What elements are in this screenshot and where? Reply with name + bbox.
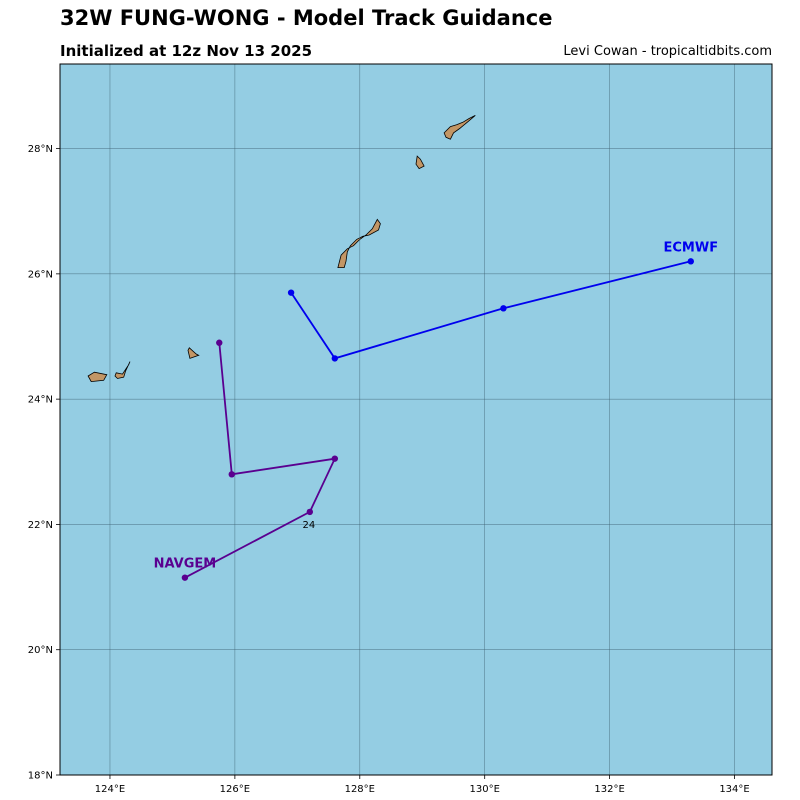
label-layer: ECMWF NAVGEM 24 [154, 240, 718, 571]
island-4 [337, 218, 381, 269]
island-2 [114, 361, 131, 379]
x-tick-label: 126°E [220, 784, 250, 795]
navgem-track-point [228, 471, 235, 478]
navgem-track-point [181, 574, 189, 581]
x-tick-label: 128°E [345, 784, 375, 795]
ecmwf-track-point [500, 305, 507, 312]
ecmwf-track-point [687, 258, 695, 265]
forecast-hour-label: 24 [302, 520, 315, 531]
x-tick-label: 132°E [594, 784, 624, 795]
y-tick-label: 20°N [28, 645, 53, 656]
x-tick-label: 124°E [95, 784, 125, 795]
navgem-label: NAVGEM [154, 557, 217, 572]
island-5 [415, 155, 425, 170]
track-layer [181, 258, 695, 581]
ecmwf-track-point [331, 355, 339, 362]
ocean-background [60, 64, 772, 775]
ecmwf-track-point [287, 289, 295, 296]
axis-ticks: 124°E 126°E 128°E 130°E 132°E 134°E 18°N 20°N 22… [28, 144, 750, 795]
y-tick-label: 26°N [28, 269, 53, 280]
credit-label: Levi Cowan - tropicaltidbits.com [563, 44, 772, 59]
island-6 [443, 115, 476, 140]
island-1 [87, 371, 108, 383]
navgem-track-point [306, 508, 314, 516]
x-tick-label: 134°E [719, 784, 749, 795]
navgem-track-point [216, 339, 223, 346]
plot-frame [59, 63, 773, 776]
init-time-subtitle: Initialized at 12z Nov 13 2025 [60, 42, 313, 60]
island-3 [187, 347, 200, 359]
y-tick-label: 18°N [28, 771, 53, 782]
grid-lines [60, 64, 772, 775]
y-tick-label: 28°N [28, 144, 53, 155]
ecmwf-label: ECMWF [664, 240, 719, 255]
chart-title: 32W FUNG-WONG - Model Track Guidance [60, 6, 553, 30]
y-tick-label: 22°N [28, 520, 53, 531]
y-tick-label: 24°N [28, 395, 53, 406]
ecmwf-track-line [290, 260, 692, 360]
x-tick-label: 130°E [469, 784, 499, 795]
land-layer [87, 115, 476, 383]
navgem-track-point [331, 455, 339, 462]
